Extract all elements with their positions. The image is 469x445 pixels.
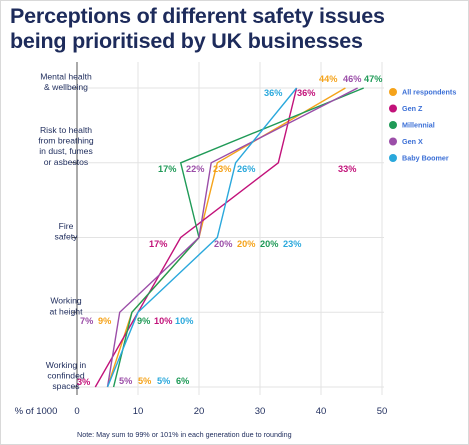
legend-entry: All respondents	[402, 88, 456, 97]
x-tick-label: 50	[377, 406, 388, 417]
data-label: 36%	[264, 88, 282, 98]
data-label: 9%	[137, 316, 150, 326]
data-label: 23%	[283, 239, 301, 249]
data-label: 9%	[98, 316, 111, 326]
x-axis-label: % of 1000	[15, 406, 58, 417]
data-label: 10%	[175, 316, 193, 326]
chart-note: Note: May sum to 99% or 101% in each gen…	[77, 430, 292, 439]
data-label: 20%	[237, 239, 255, 249]
data-label: 20%	[214, 239, 232, 249]
data-label: 5%	[119, 376, 132, 386]
legend-marker	[389, 104, 397, 113]
category-label: or asbestos	[44, 157, 88, 167]
data-label: 47%	[364, 74, 382, 84]
legend-entry: Gen Z	[402, 104, 423, 113]
series-line-gen-x	[106, 87, 358, 388]
category-label: spaces	[52, 381, 79, 391]
data-label: 7%	[80, 316, 93, 326]
data-label: 22%	[186, 164, 204, 174]
x-tick-label: 40	[316, 406, 327, 417]
data-label: 10%	[154, 316, 172, 326]
legend-marker	[389, 137, 397, 146]
data-label: 33%	[338, 164, 356, 174]
data-label: 6%	[176, 376, 189, 386]
chart-title: Perceptions of different safety issues b…	[10, 4, 430, 54]
series-line-gen-z	[94, 87, 298, 388]
category-label: Fire	[59, 221, 74, 231]
data-label: 5%	[138, 376, 151, 386]
x-tick-label: 30	[255, 406, 266, 417]
legend-entry: Gen X	[402, 137, 423, 146]
x-tick-label: 20	[194, 406, 205, 417]
data-label: 17%	[158, 164, 176, 174]
category-label: Mental health	[40, 71, 92, 81]
category-label: Working in	[46, 360, 87, 370]
legend-marker	[389, 154, 397, 162]
category-label: Working	[50, 296, 82, 306]
legend-entry: Baby Boomer	[402, 154, 449, 163]
category-label: at height	[50, 306, 84, 316]
data-label: 36%	[297, 88, 315, 98]
chart-title-line-2: being prioritised by UK businesses	[10, 29, 363, 53]
category-label: & wellbeing	[44, 82, 88, 92]
series-line-baby-boomer	[106, 87, 298, 388]
data-label: 26%	[237, 164, 255, 174]
data-label: 17%	[149, 239, 167, 249]
category-label: Risk to health	[40, 125, 92, 135]
data-label: 20%	[260, 239, 278, 249]
data-label: 23%	[213, 164, 231, 174]
category-label: safety	[55, 232, 79, 242]
data-label: 44%	[319, 74, 337, 84]
category-label: from breathing	[38, 136, 94, 146]
legend-entry: Millennial	[402, 121, 435, 130]
category-label: confinded	[47, 370, 84, 380]
data-label: 3%	[77, 377, 90, 387]
x-tick-label: 10	[133, 406, 144, 417]
legend-marker	[389, 88, 397, 96]
category-label: in dust, fumes	[39, 146, 93, 156]
data-label: 46%	[343, 74, 361, 84]
chart-title-line-1: Perceptions of different safety issues	[10, 4, 385, 28]
data-label: 5%	[157, 376, 170, 386]
x-tick-label: 0	[74, 406, 79, 417]
legend-marker	[389, 121, 397, 129]
